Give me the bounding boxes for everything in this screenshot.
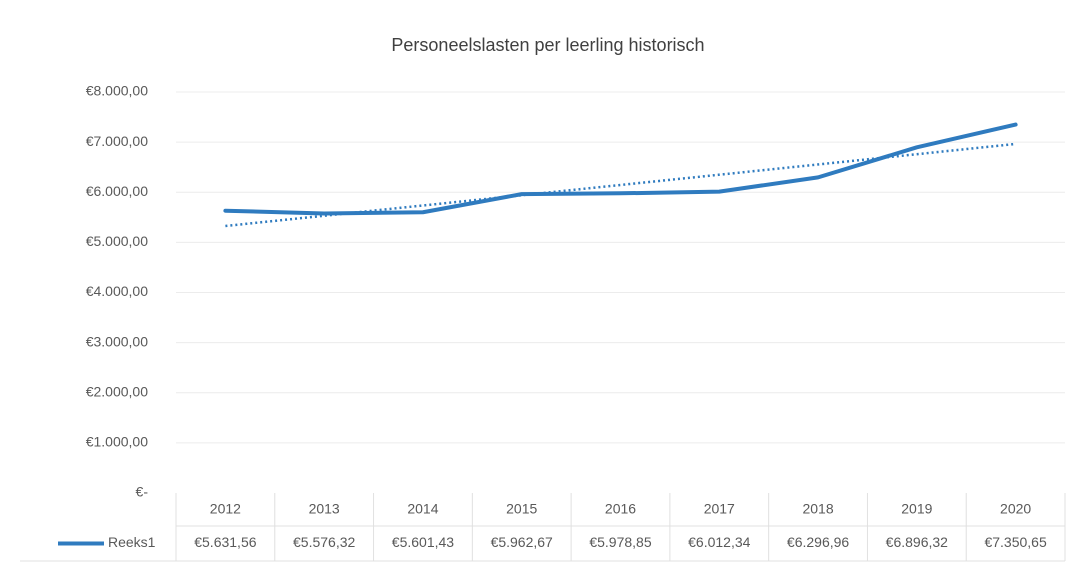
legend-label: Reeks1 bbox=[108, 534, 156, 550]
data-table-value: €7.350,65 bbox=[984, 534, 1046, 550]
x-tick-label: 2016 bbox=[605, 501, 636, 517]
data-table-value: €5.978,85 bbox=[589, 534, 651, 550]
x-tick-label: 2019 bbox=[901, 501, 932, 517]
y-tick-label: €1.000,00 bbox=[86, 434, 148, 450]
data-table-value: €6.896,32 bbox=[886, 534, 948, 550]
data-table-value: €5.962,67 bbox=[491, 534, 553, 550]
data-table-value: €5.576,32 bbox=[293, 534, 355, 550]
data-table-value: €5.601,43 bbox=[392, 534, 454, 550]
y-tick-label: €6.000,00 bbox=[86, 183, 148, 199]
x-tick-label: 2014 bbox=[407, 501, 438, 517]
y-tick-label: €2.000,00 bbox=[86, 383, 148, 399]
data-table-value: €6.012,34 bbox=[688, 534, 750, 550]
y-tick-label: €8.000,00 bbox=[86, 83, 148, 99]
chart-title: Personeelslasten per leerling historisch bbox=[391, 35, 704, 55]
x-tick-label: 2018 bbox=[802, 501, 833, 517]
x-tick-label: 2015 bbox=[506, 501, 537, 517]
data-table-value: €6.296,96 bbox=[787, 534, 849, 550]
y-tick-label: €- bbox=[136, 484, 149, 500]
data-table-value: €5.631,56 bbox=[194, 534, 256, 550]
x-tick-label: 2013 bbox=[309, 501, 340, 517]
y-tick-label: €5.000,00 bbox=[86, 233, 148, 249]
y-tick-label: €3.000,00 bbox=[86, 333, 148, 349]
x-tick-label: 2020 bbox=[1000, 501, 1031, 517]
x-tick-label: 2017 bbox=[704, 501, 735, 517]
data-line bbox=[223, 122, 1018, 216]
x-tick-label: 2012 bbox=[210, 501, 241, 517]
y-tick-label: €4.000,00 bbox=[86, 283, 148, 299]
y-tick-label: €7.000,00 bbox=[86, 133, 148, 149]
